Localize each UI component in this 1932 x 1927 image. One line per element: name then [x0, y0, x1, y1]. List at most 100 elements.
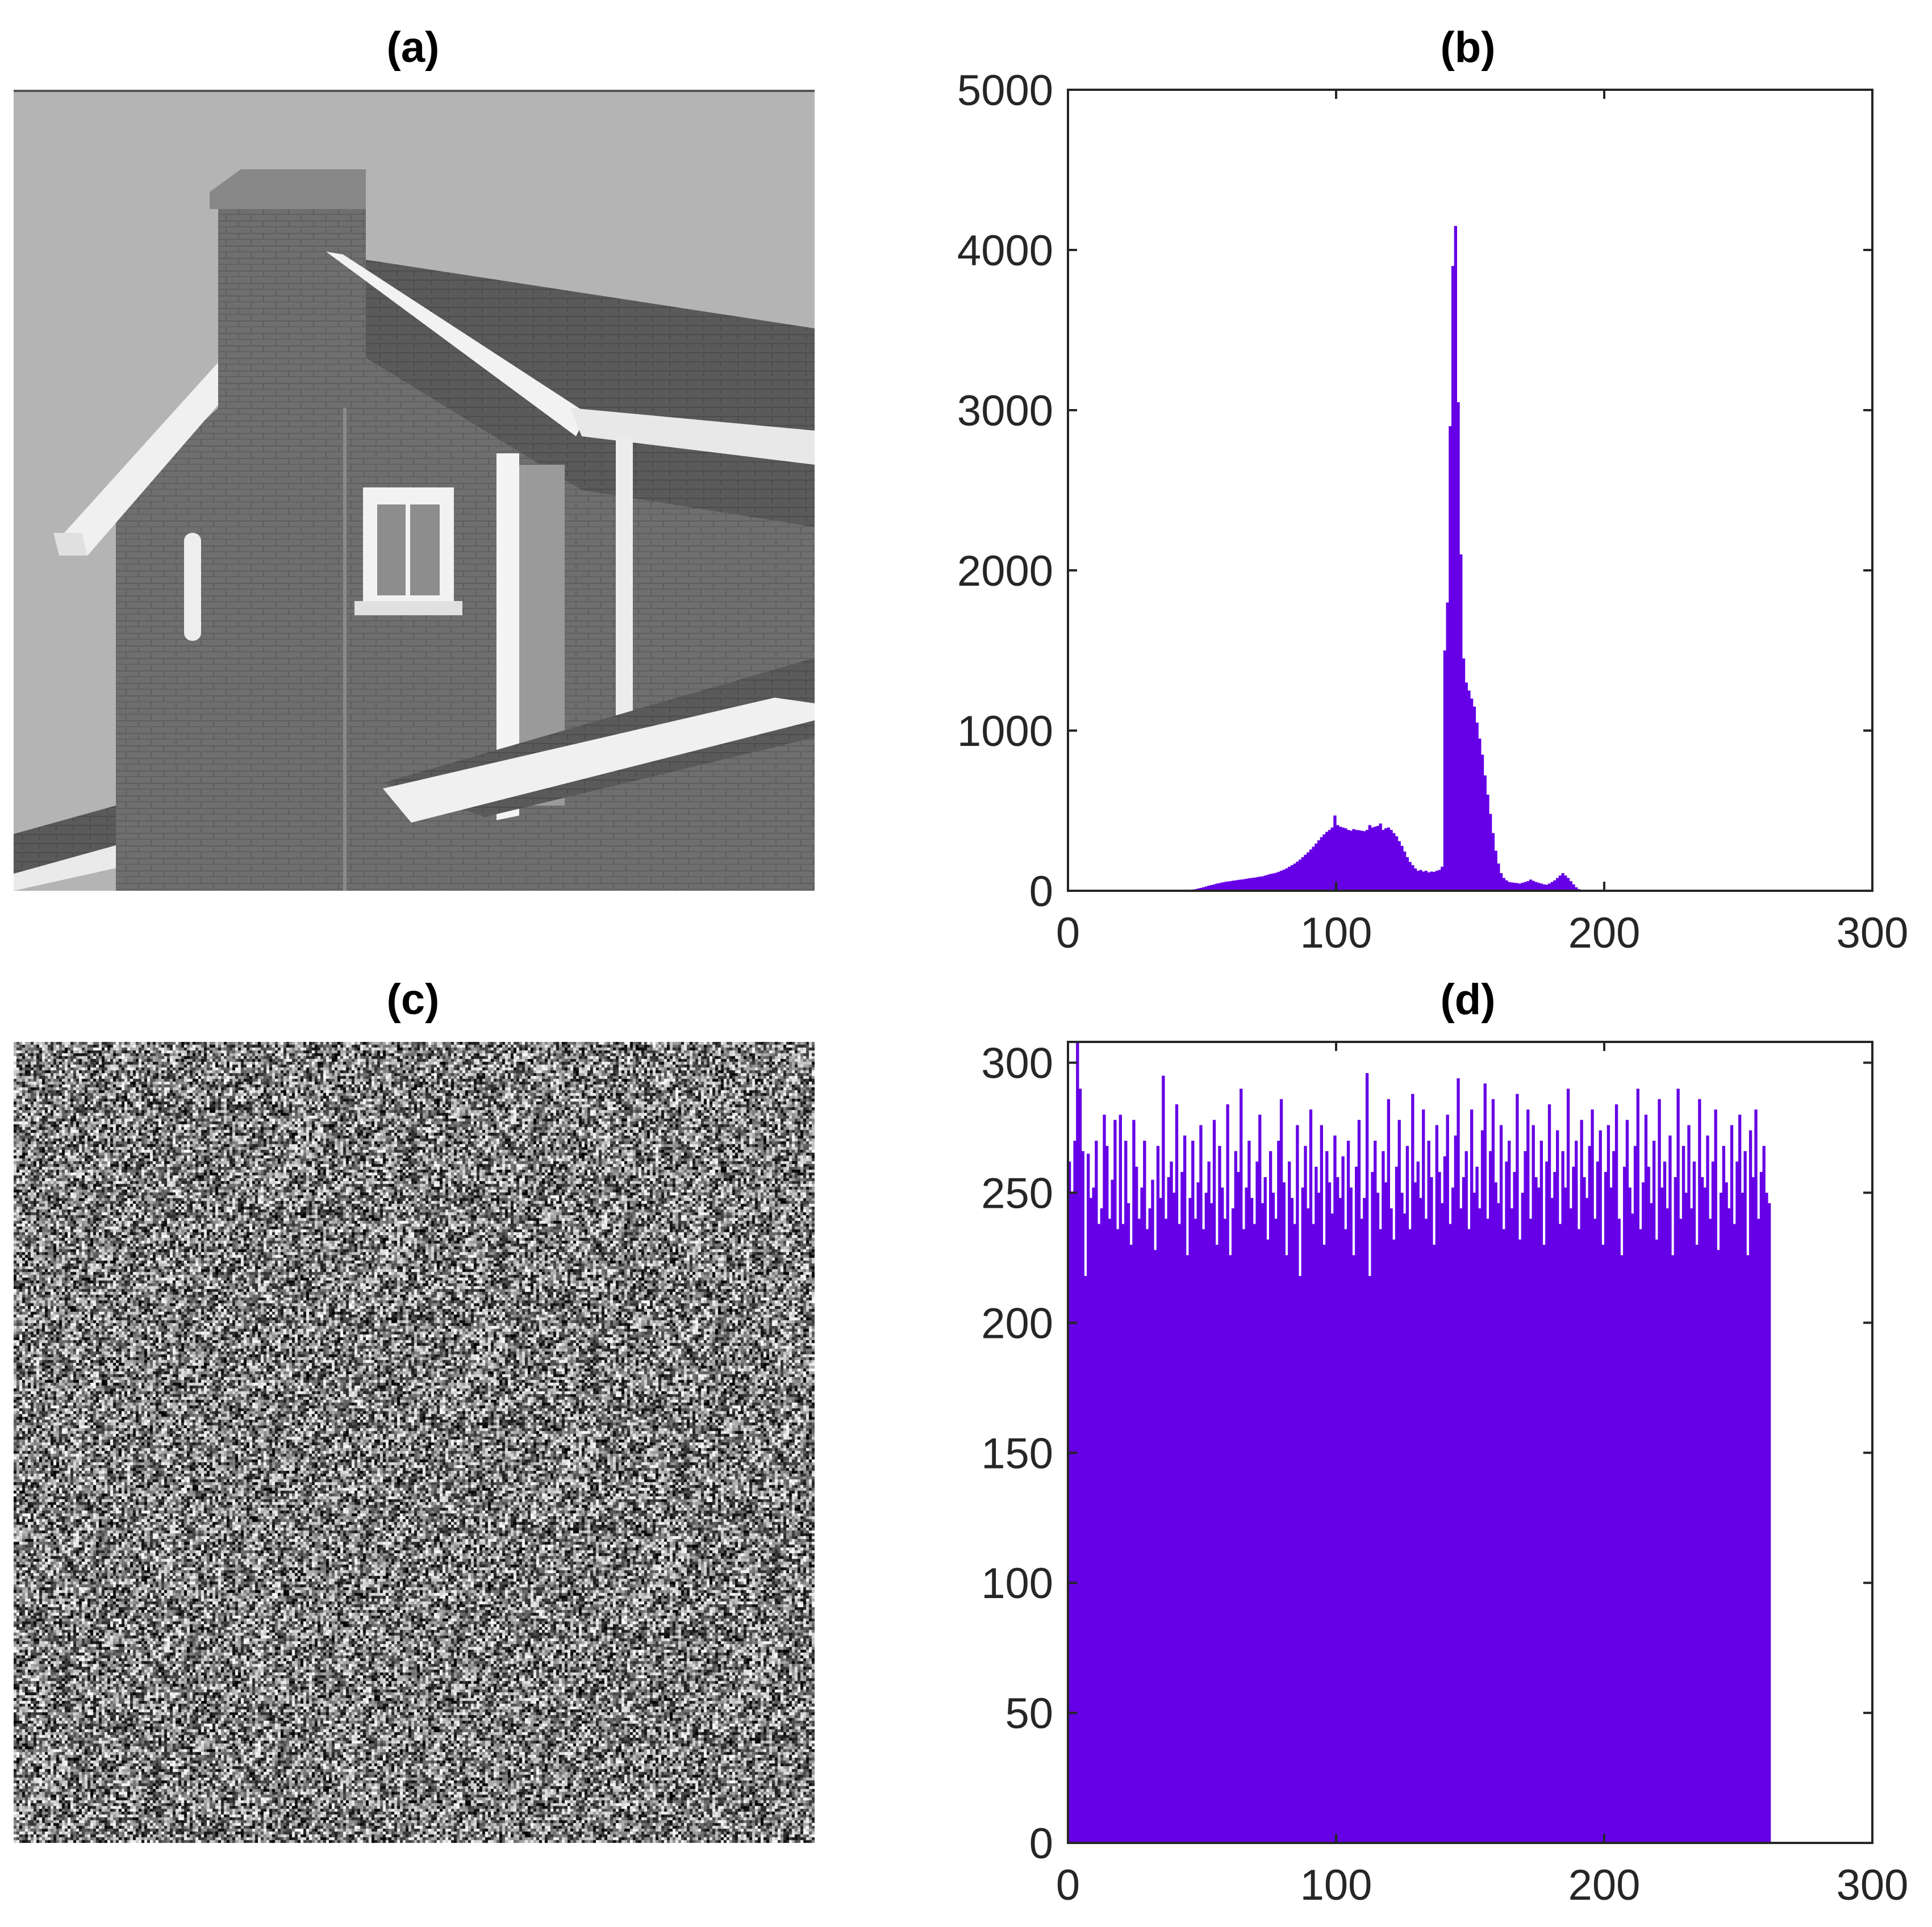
histogram-b-bar	[1269, 874, 1272, 891]
histogram-b-bar	[1215, 883, 1219, 891]
histogram-b-bar	[1462, 658, 1466, 891]
histogram-b-ytick-label: 4000	[957, 227, 1053, 275]
histogram-b-bar	[1309, 849, 1313, 891]
histogram-b-bar	[1411, 865, 1414, 891]
histogram-b-bar	[1502, 878, 1505, 891]
histogram-b-bar	[1553, 880, 1557, 891]
histogram-b-bar	[1317, 840, 1321, 891]
histogram-b-bar	[1360, 831, 1363, 891]
histogram-b-bar	[1451, 266, 1455, 891]
histogram-b-bar	[1341, 827, 1345, 891]
histogram-b-bar	[1497, 864, 1500, 891]
histogram-b-bar	[1432, 871, 1436, 891]
histogram-b-bar	[1491, 833, 1495, 891]
panel-title-c: (c)	[386, 975, 440, 1024]
histogram-b-bar	[1427, 872, 1430, 891]
histogram-b-bar	[1441, 866, 1444, 891]
histogram-b-bar	[1285, 868, 1288, 891]
histogram-b-bar	[1212, 884, 1216, 891]
histogram-b-bar	[1218, 883, 1221, 891]
histogram-b-bar	[1328, 829, 1332, 891]
histogram-b-bar	[1242, 879, 1246, 891]
histogram-b-bar	[1397, 841, 1401, 891]
histogram-b-bar	[1516, 883, 1519, 891]
histogram-b-xtick-label: 200	[1568, 909, 1641, 957]
histogram-b-bar	[1253, 877, 1256, 891]
histogram-b-bar	[1247, 878, 1251, 891]
histogram-b-bar	[1545, 885, 1549, 891]
noise-image	[14, 1042, 815, 1843]
histogram-b-bar	[1293, 864, 1296, 891]
histogram-b-bar	[1556, 878, 1559, 891]
histogram-b-bar	[1483, 775, 1487, 891]
histogram-b-bar	[1575, 887, 1578, 891]
histogram-b-bar	[1387, 827, 1390, 891]
histogram-b-bar	[1229, 881, 1232, 891]
histogram-b-bar	[1464, 682, 1468, 891]
histogram-b-bar	[1277, 871, 1280, 891]
histogram-b-bar	[1199, 887, 1203, 891]
histogram-b-bar	[1221, 882, 1224, 891]
histogram-b-bar	[1296, 861, 1299, 891]
histogram-b-ytick-label: 0	[1029, 867, 1053, 916]
histogram-b-axes-frame	[1067, 89, 1873, 892]
histogram-b-bar	[1320, 837, 1323, 891]
histogram-b-bar	[1349, 831, 1353, 891]
histogram-b-bar	[1408, 862, 1412, 891]
histogram-b-bar	[1290, 865, 1294, 891]
histogram-b-bar	[1263, 875, 1267, 891]
histogram-b-bar	[1435, 870, 1438, 891]
histogram-b-bar	[1459, 554, 1463, 891]
noise-canvas	[14, 1042, 815, 1843]
histogram-b-bar	[1384, 828, 1388, 891]
histogram-b-bar	[1330, 827, 1334, 891]
histogram-b-bar	[1202, 887, 1205, 891]
histogram-b-bar	[1422, 871, 1425, 891]
histogram-b-xtick-label: 0	[1056, 909, 1080, 957]
histogram-b-bar	[1271, 873, 1275, 891]
histogram-b-bar	[1288, 866, 1291, 891]
histogram-b-bar	[1258, 877, 1262, 891]
histogram-b-bar	[1454, 226, 1457, 891]
histogram-b-bar	[1374, 827, 1377, 891]
histogram-b-bar	[1513, 882, 1516, 891]
house-drawing	[14, 90, 815, 891]
histogram-b-bar	[1210, 885, 1213, 891]
histogram-b-bar	[1413, 868, 1417, 891]
histogram-b-bar	[1237, 879, 1240, 891]
histogram-b-bar	[1478, 739, 1482, 891]
histogram-b-bar	[1255, 877, 1259, 891]
histogram-b-ytick-label: 1000	[957, 707, 1053, 756]
histogram-b-xtick-label: 100	[1300, 909, 1372, 957]
histogram-b-bar	[1368, 825, 1371, 891]
histogram-b-bar	[1379, 823, 1382, 891]
histogram-b-bar	[1240, 879, 1243, 891]
histogram-b-bar	[1365, 829, 1369, 891]
histogram-b-bar	[1336, 825, 1340, 891]
histogram-b-bar	[1529, 879, 1533, 891]
histogram-b-bar	[1480, 754, 1484, 891]
histogram-b-bar	[1569, 881, 1572, 891]
histogram-b-bar	[1470, 698, 1474, 891]
histogram-b-bar	[1400, 846, 1404, 891]
histogram-b-bar	[1261, 876, 1265, 891]
histogram-b-bar	[1304, 854, 1307, 891]
histogram-b-bar	[1561, 873, 1564, 891]
histogram-b-bar	[1204, 886, 1208, 891]
histogram-b-bar	[1322, 834, 1326, 891]
histogram-b-bar	[1338, 827, 1342, 891]
histogram-b-bar	[1494, 850, 1497, 891]
histogram-b-bar	[1489, 814, 1492, 891]
histogram-b-bar	[1376, 825, 1380, 891]
histogram-b-bar	[1499, 873, 1503, 891]
histogram-b-bar	[1486, 794, 1489, 891]
histogram-b-bar	[1274, 873, 1278, 891]
histogram-b-bar	[1539, 883, 1543, 891]
histogram-b-bar	[1518, 883, 1522, 891]
histogram-b-bar	[1352, 829, 1355, 891]
panel-title-b: (b)	[1440, 23, 1496, 72]
histogram-b-bar	[1357, 830, 1361, 891]
histogram-b-bar	[1325, 832, 1329, 891]
